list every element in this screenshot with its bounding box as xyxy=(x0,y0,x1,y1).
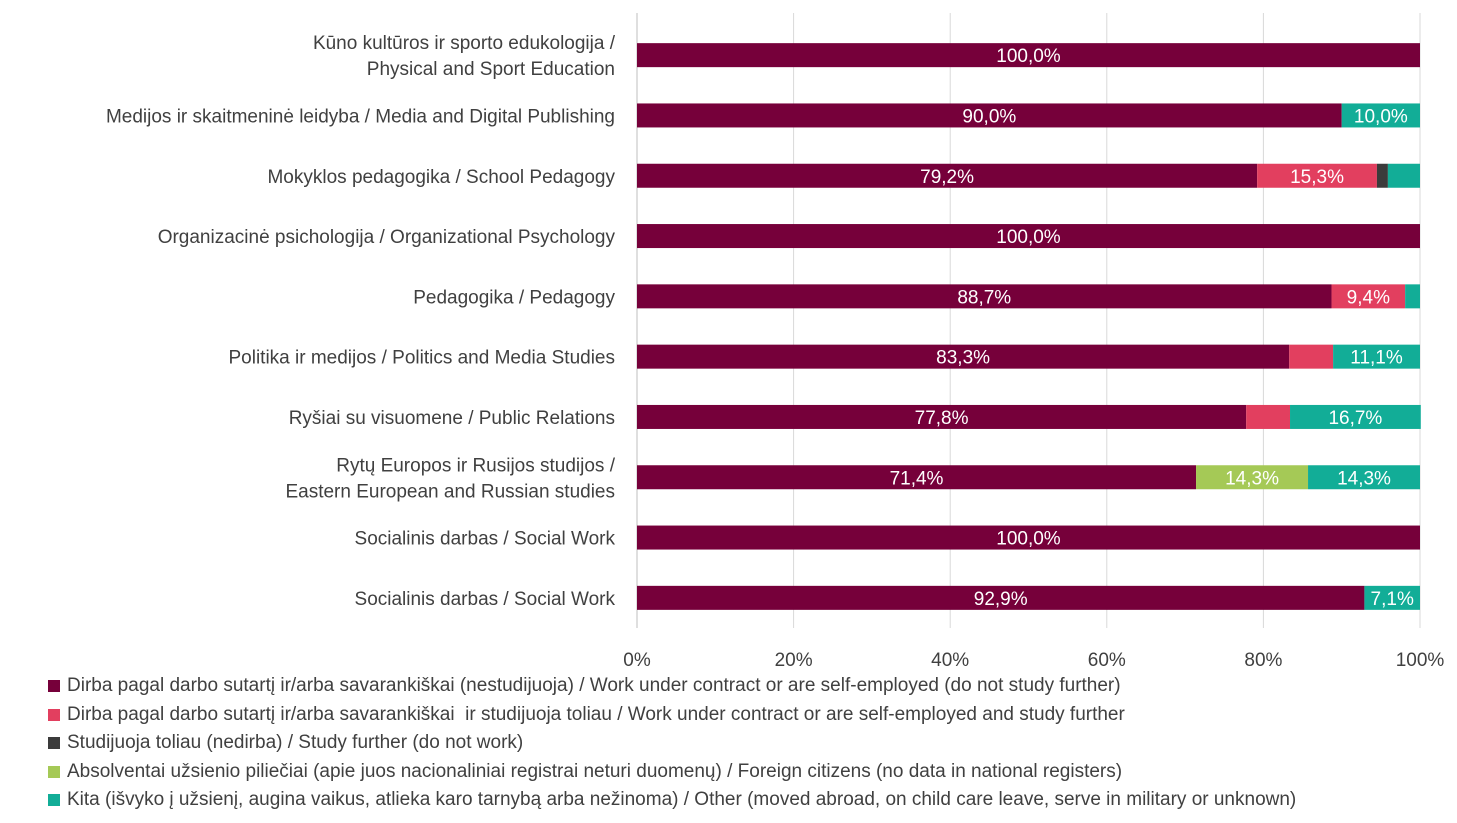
x-axis-tick-labels: 0% 20% 40% 60% 80% 100% xyxy=(623,650,1444,671)
category-label: Eastern European and Russian studies xyxy=(285,481,615,502)
bar-segment xyxy=(1246,404,1291,429)
bar-segment xyxy=(637,224,1420,249)
data-label: 100,0% xyxy=(996,46,1061,67)
x-tick-label: 100% xyxy=(1396,650,1445,671)
bar-segment xyxy=(637,465,1197,490)
bar-segment xyxy=(1405,284,1420,309)
category-label: Medijos ir skaitmeninė leidyba / Media a… xyxy=(106,106,615,127)
bar-segment xyxy=(1364,585,1420,610)
legend-swatch xyxy=(48,708,60,721)
bar-segment xyxy=(637,163,1258,188)
category-label: Socialinis darbas / Social Work xyxy=(355,529,616,550)
bar-segment xyxy=(637,344,1290,369)
bar-segment xyxy=(1333,344,1420,369)
category-label: Physical and Sport Education xyxy=(367,59,615,80)
category-labels: Kūno kultūros ir sporto edukologija / Phy… xyxy=(106,33,616,610)
data-label: 11,1% xyxy=(1350,348,1403,369)
bar-segment xyxy=(637,43,1420,68)
x-tick-label: 20% xyxy=(775,650,813,671)
data-label: 92,9% xyxy=(974,589,1028,610)
data-label: 77,8% xyxy=(915,408,969,429)
data-label: 7,1% xyxy=(1371,589,1414,610)
data-labels: 100,0% 90,0% 10,0% 79,2% 15,3% 100,0% 88,7% 9,4… xyxy=(890,46,1414,610)
category-label: Socialinis darbas / Social Work xyxy=(355,589,616,610)
legend-label: Dirba pagal darbo sutartį ir/arba savara… xyxy=(67,703,1125,725)
data-label: 90,0% xyxy=(962,106,1016,127)
data-label: 79,2% xyxy=(920,167,974,188)
data-label: 88,7% xyxy=(957,287,1011,308)
bar-segment xyxy=(1290,404,1421,429)
legend-item: Absolventai užsienio piliečiai (apie juo… xyxy=(48,758,1448,787)
bar-segment xyxy=(1257,163,1377,188)
x-tick-label: 0% xyxy=(623,650,651,671)
data-label: 9,4% xyxy=(1347,287,1390,308)
data-label: 100,0% xyxy=(996,227,1061,248)
bar-segment xyxy=(1387,163,1420,188)
legend-item: Studijuoja toliau (nedirba) / Study furt… xyxy=(48,729,1448,758)
legend-label: Kita (išvyko į užsienį, augina vaikus, a… xyxy=(67,789,1297,811)
data-label: 100,0% xyxy=(996,529,1061,550)
legend: Dirba pagal darbo sutartį ir/arba savara… xyxy=(48,672,1448,815)
legend-item: Dirba pagal darbo sutartį ir/arba savara… xyxy=(48,701,1448,730)
bar-segment xyxy=(637,284,1332,309)
legend-swatch xyxy=(48,794,60,807)
legend-label: Dirba pagal darbo sutartį ir/arba savara… xyxy=(67,675,1121,697)
legend-label: Studijuoja toliau (nedirba) / Study furt… xyxy=(67,732,524,754)
category-label: Organizacinė psichologija / Organization… xyxy=(158,227,616,248)
data-label: 83,3% xyxy=(936,348,990,369)
category-label: Kūno kultūros ir sporto edukologija / xyxy=(313,33,616,54)
bar-segment xyxy=(1341,103,1420,128)
bar-segment xyxy=(637,585,1365,610)
bars xyxy=(637,43,1421,610)
legend-swatch xyxy=(48,737,60,750)
legend-swatch xyxy=(48,765,60,778)
category-label: Pedagogika / Pedagogy xyxy=(413,287,615,308)
bar-segment xyxy=(637,404,1247,429)
chart-plot: 100,0% 90,0% 10,0% 79,2% 15,3% 100,0% 88,7% 9,4… xyxy=(106,13,1444,671)
legend-label: Absolventai užsienio piliečiai (apie juo… xyxy=(67,760,1123,782)
bar-segment xyxy=(1308,465,1420,490)
category-label: Politika ir medijos / Politics and Media… xyxy=(228,348,615,369)
bar-segment xyxy=(1376,163,1388,188)
category-label: Rytų Europos ir Rusijos studijos / xyxy=(336,455,615,476)
category-label: Mokyklos pedagogika / School Pedagogy xyxy=(267,167,615,188)
legend-swatch xyxy=(48,680,60,693)
bar-segment xyxy=(637,525,1420,550)
data-label: 15,3% xyxy=(1290,167,1344,188)
category-label: Ryšiai su visuomene / Public Relations xyxy=(289,408,615,429)
bar-segment xyxy=(1196,465,1309,490)
data-label: 71,4% xyxy=(890,468,944,489)
bar-segment xyxy=(1331,284,1406,309)
data-label: 16,7% xyxy=(1328,408,1382,429)
legend-item: Kita (išvyko į užsienį, augina vaikus, a… xyxy=(48,786,1448,815)
x-tick-label: 80% xyxy=(1244,650,1282,671)
data-label: 14,3% xyxy=(1225,468,1279,489)
bar-segment xyxy=(1289,344,1334,369)
x-tick-label: 60% xyxy=(1088,650,1126,671)
data-label: 10,0% xyxy=(1354,106,1408,127)
data-label: 14,3% xyxy=(1337,468,1391,489)
legend-item: Dirba pagal darbo sutartį ir/arba savara… xyxy=(48,672,1448,701)
bar-segment xyxy=(637,103,1342,128)
x-tick-label: 40% xyxy=(931,650,969,671)
